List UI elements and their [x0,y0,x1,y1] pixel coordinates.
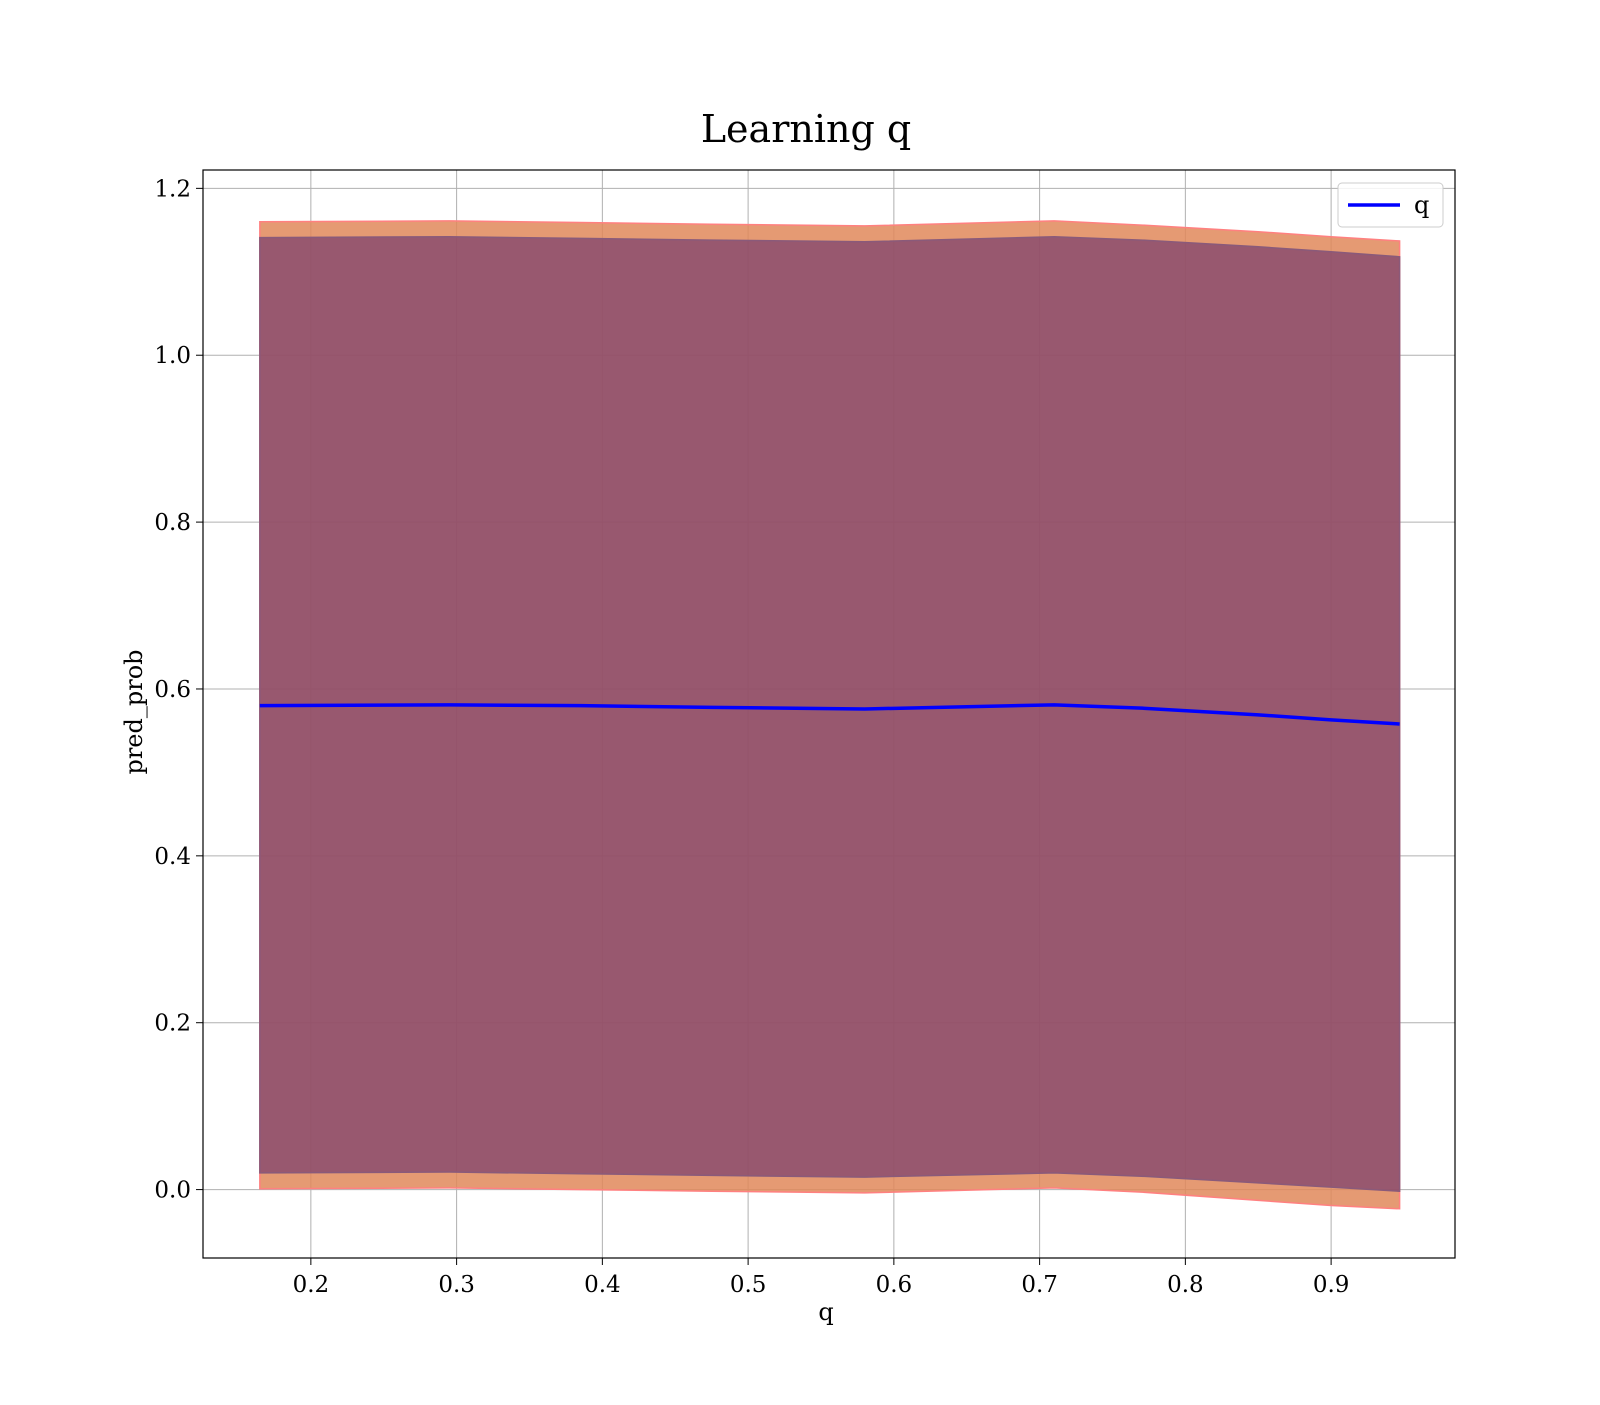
confidence-band-1 [259,235,1401,1193]
chart-title: Learning q [701,107,911,151]
series-line-q [259,703,1400,726]
y-tick-label: 1.2 [154,176,191,202]
y-tick-label: 0.2 [154,1011,191,1037]
x-tick-label: 0.6 [876,1272,913,1298]
y-tick-label: 0.0 [154,1178,191,1204]
x-tick-label: 0.3 [438,1272,475,1298]
legend-label: q [1414,191,1429,219]
y-tick-label: 0.4 [154,844,191,870]
y-tick-label: 0.6 [154,677,191,703]
y-tick-label: 0.8 [154,510,191,536]
x-tick-label: 0.9 [1313,1272,1350,1298]
axes-frame [202,169,1456,1259]
x-tick-label: 0.5 [730,1272,767,1298]
x-axis-label: q [818,1298,833,1326]
plot-area: 0.2 0.3 0.4 0.5 0.6 0.7 0.8 0.9 0.0 0.2 0.4 0.6 0.8 1… [154,169,1456,1298]
x-tick-label: 0.4 [584,1272,621,1298]
x-tick-label: 0.8 [1167,1272,1204,1298]
y-axis-label: pred_prob [120,649,148,774]
x-tick-label: 0.2 [293,1272,330,1298]
y-tick-label: 1.0 [154,343,191,369]
x-tick-label: 0.7 [1021,1272,1058,1298]
